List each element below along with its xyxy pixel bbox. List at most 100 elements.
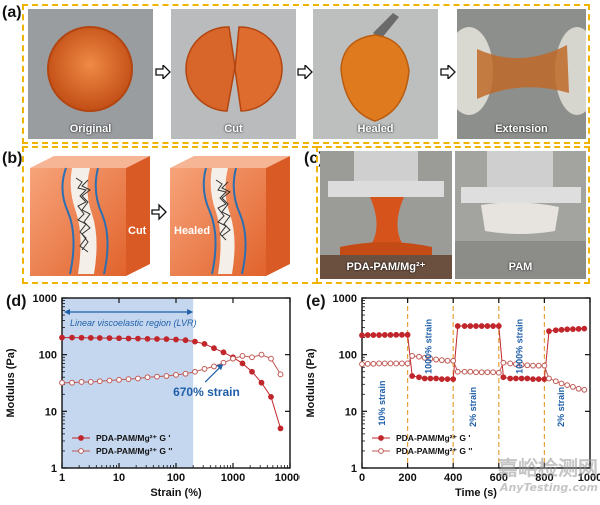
data-point (381, 332, 388, 338)
data-point (507, 360, 514, 367)
y-tick-label: 1000 (33, 293, 57, 305)
lvr-label: Linear viscoelastic region (LVR) (70, 318, 197, 328)
data-point (220, 359, 227, 366)
data-point (450, 376, 457, 383)
data-point (552, 378, 559, 385)
legend-label: PDA-PAM/Mg²⁺ G ' (396, 433, 470, 443)
data-point (564, 382, 571, 389)
data-point (173, 336, 179, 343)
data-point (409, 353, 416, 359)
watermark-cn: 嘉峪检测网 (498, 456, 598, 480)
label-cut: Cut (128, 225, 147, 237)
data-point (570, 326, 576, 333)
y-tick-label: 1000 (333, 293, 357, 305)
data-point (513, 361, 519, 368)
healing-schematic: Cut Healed (30, 156, 290, 276)
x-tick-label: 1000 (578, 472, 600, 484)
watermark: 嘉峪检测网 AnyTesting.com (470, 452, 598, 494)
y-axis-label: Modulus (Pa) (305, 348, 317, 417)
data-point (211, 345, 217, 352)
healed-block (170, 156, 290, 276)
y-tick-label: 1 (351, 463, 357, 475)
data-point (211, 363, 217, 370)
data-point (87, 379, 94, 385)
hydrogel-disc-image (28, 9, 153, 139)
data-point (518, 361, 525, 368)
data-point (116, 335, 122, 342)
data-point (277, 371, 284, 378)
data-point (444, 357, 451, 364)
data-point (581, 325, 588, 332)
photo-original: Original (28, 9, 153, 139)
caption-cut: Cut (224, 123, 243, 135)
x-tick-label: 800 (535, 472, 553, 484)
caption-healed: Healed (357, 123, 394, 135)
data-point (258, 379, 265, 386)
data-point (575, 325, 582, 332)
data-point (421, 375, 428, 382)
caption-extension: Extension (495, 123, 548, 135)
panel-label-b: (b) (2, 150, 23, 167)
data-point (192, 338, 198, 345)
data-point (135, 335, 141, 342)
arrow-right-icon (297, 65, 313, 79)
data-point (268, 355, 274, 362)
data-point (467, 368, 474, 375)
data-point (258, 351, 265, 358)
data-point (427, 375, 434, 382)
data-point (467, 323, 474, 329)
data-point (581, 386, 588, 393)
data-point (530, 376, 536, 383)
data-point (376, 332, 382, 338)
data-point (173, 371, 179, 378)
data-point (433, 375, 440, 382)
arrow-up-right-icon (216, 364, 224, 371)
data-point (182, 337, 189, 344)
data-point (524, 375, 531, 382)
panel-label-d: (d) (6, 293, 27, 310)
data-point (473, 323, 479, 329)
data-point (277, 425, 284, 432)
data-point (495, 369, 502, 376)
data-point (399, 360, 405, 367)
data-point (558, 380, 565, 387)
data-point (478, 323, 485, 329)
x-tick-label: 200 (398, 472, 416, 484)
data-point (490, 369, 497, 376)
data-point (96, 335, 103, 341)
data-point (125, 376, 132, 383)
photo-pam-compression: PAM (455, 151, 586, 279)
caption-pda-pam: PDA-PAM/Mg²⁺ (346, 261, 426, 273)
data-point (438, 376, 445, 383)
data-point (87, 334, 94, 341)
data-point (370, 332, 377, 338)
data-point (230, 355, 236, 362)
data-point (433, 356, 440, 363)
photo-extension: Extension (457, 9, 586, 139)
legend-marker (78, 448, 84, 454)
arrow-left-icon (64, 309, 70, 315)
data-point (359, 332, 365, 339)
data-point (59, 379, 65, 386)
data-point (106, 335, 113, 342)
data-point (558, 326, 565, 333)
segment-label: 2% strain (556, 387, 566, 427)
data-point (154, 336, 160, 342)
data-point (59, 334, 65, 341)
cut-block (30, 156, 150, 276)
data-point (69, 379, 75, 386)
photo-healed: Healed (313, 9, 438, 139)
arrow-right-icon (151, 203, 167, 221)
data-point (535, 362, 542, 369)
data-point (249, 354, 255, 361)
data-point (450, 357, 457, 364)
label-healed: Healed (174, 225, 210, 237)
photo-cut: Cut (171, 9, 296, 139)
data-point (220, 349, 227, 356)
data-point (154, 373, 160, 380)
x-tick-label: 1 (59, 472, 65, 484)
legend-marker (78, 435, 84, 441)
y-tick-label: 10 (45, 406, 57, 418)
data-point (530, 362, 536, 369)
